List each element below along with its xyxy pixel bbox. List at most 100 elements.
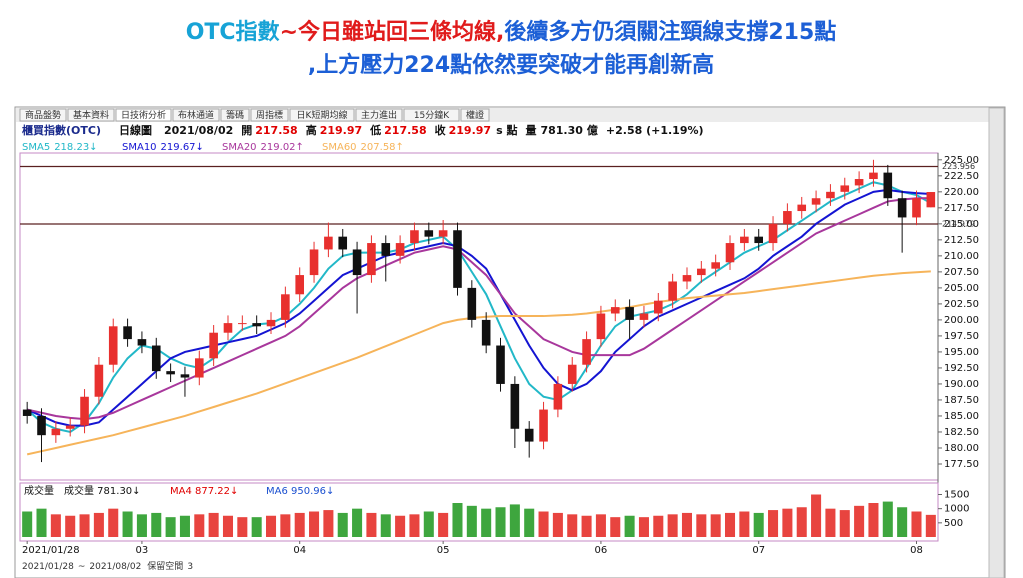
- volume-bar: [524, 508, 535, 537]
- volume-bar: [423, 511, 434, 537]
- candle-body: [252, 323, 261, 327]
- candle-body: [783, 211, 792, 224]
- info-name: 櫃買指數(OTC): [22, 123, 101, 137]
- volume-frame: [19, 482, 939, 542]
- tab-label[interactable]: 權證: [466, 109, 484, 121]
- candle-body: [453, 230, 462, 288]
- candle-body: [711, 262, 720, 269]
- volume-bar: [782, 508, 793, 537]
- volume-bar: [925, 514, 936, 537]
- tab-label[interactable]: 日K短期均線: [297, 109, 348, 121]
- candle-body: [668, 281, 677, 301]
- tab-label[interactable]: 基本資料: [73, 109, 109, 121]
- volume-bar: [868, 503, 879, 537]
- volume-bar: [438, 512, 449, 537]
- candle-body: [682, 275, 692, 282]
- candle-body: [553, 383, 563, 410]
- legend-value: 218.23↓: [54, 142, 97, 153]
- candle-body: [797, 204, 807, 212]
- y-tick-label: 180.00: [944, 443, 979, 454]
- x-tick-label: 03: [136, 545, 149, 556]
- volume-tick-label: 1500: [944, 490, 969, 501]
- candle-body: [281, 294, 290, 320]
- volume-bar: [366, 512, 377, 537]
- candle-body: [639, 313, 649, 320]
- volume-tick-label: 1000: [944, 504, 969, 515]
- reference-label: 214.979: [942, 219, 975, 228]
- volume-bar: [911, 511, 922, 537]
- volume-bar: [79, 514, 90, 537]
- volume-bar: [839, 510, 850, 537]
- tab[interactable]: [67, 108, 115, 122]
- volume-bar: [481, 508, 492, 537]
- tab[interactable]: [460, 108, 490, 122]
- tab-label[interactable]: 15分鐘K: [414, 109, 450, 121]
- tab-label[interactable]: 籌碼: [226, 109, 244, 121]
- volume-bar: [50, 514, 61, 537]
- tab-label[interactable]: 主力進出: [361, 109, 397, 121]
- tab[interactable]: [403, 108, 460, 122]
- tab[interactable]: [19, 108, 67, 122]
- y-tick-label: 222.50: [944, 171, 979, 182]
- legend-name: SMA20: [222, 142, 257, 153]
- candle-body: [108, 326, 118, 365]
- reference-label: 223.956: [942, 162, 975, 171]
- info-label: 高: [306, 123, 317, 137]
- separator: ~: [78, 562, 86, 572]
- candle-body: [582, 339, 591, 365]
- volume-bar: [811, 494, 822, 537]
- y-tick-label: 215.00: [944, 219, 979, 230]
- volume-bar: [122, 511, 133, 537]
- candle-body: [826, 191, 835, 199]
- volume-bar: [151, 512, 162, 537]
- volume-bar: [509, 504, 520, 537]
- tab-label[interactable]: 商品盤勢: [25, 109, 61, 121]
- tab[interactable]: [250, 108, 289, 122]
- legend-name: SMA60: [322, 142, 357, 153]
- volume-bar: [653, 515, 664, 537]
- tab[interactable]: [172, 108, 220, 122]
- x-tick-label: 2021/01/28: [22, 545, 80, 556]
- candle-body: [309, 249, 319, 276]
- volume-bar: [724, 512, 736, 537]
- volume-bar: [552, 512, 563, 537]
- tab[interactable]: [355, 108, 403, 122]
- candle-body: [424, 230, 434, 237]
- volume-bar: [251, 517, 262, 537]
- candle-body: [926, 192, 936, 208]
- tab[interactable]: [115, 108, 172, 122]
- legend-entry: SMA20 219.02↑: [222, 142, 304, 153]
- tab-label[interactable]: 日技術分析: [121, 109, 166, 121]
- candle-body: [539, 409, 548, 442]
- volume-bar: [380, 514, 391, 537]
- candle-body: [740, 236, 749, 244]
- volume-bar: [208, 512, 219, 537]
- y-tick-label: 205.00: [944, 283, 979, 294]
- candle-body: [883, 172, 893, 199]
- candle-body: [94, 364, 104, 397]
- volume-bar: [495, 507, 506, 537]
- volume-bar: [36, 508, 47, 537]
- candle-body: [438, 230, 448, 237]
- candle-body: [840, 185, 850, 192]
- candle-body: [395, 243, 405, 256]
- info-unit: 億: [587, 123, 598, 137]
- candle-body: [481, 319, 491, 346]
- candle-body: [137, 339, 147, 346]
- info-change: +2.58 (+1.19%): [606, 124, 704, 137]
- tab[interactable]: [220, 108, 250, 122]
- volume-tick-label: 500: [944, 518, 963, 529]
- tab-label[interactable]: 布林通道: [178, 109, 214, 121]
- ma-line: [26, 197, 931, 421]
- x-tick-label: 04: [293, 545, 306, 556]
- volume-bar: [595, 514, 606, 537]
- candle-body: [352, 249, 362, 276]
- info-value: 219.97: [320, 124, 362, 137]
- title-part: OTC指數: [186, 20, 280, 45]
- legend-value: 219.67↓: [161, 142, 204, 153]
- tab[interactable]: [289, 108, 355, 122]
- candle-body: [524, 428, 534, 442]
- volume-bar: [624, 515, 635, 537]
- tab-label[interactable]: 周指標: [256, 109, 283, 121]
